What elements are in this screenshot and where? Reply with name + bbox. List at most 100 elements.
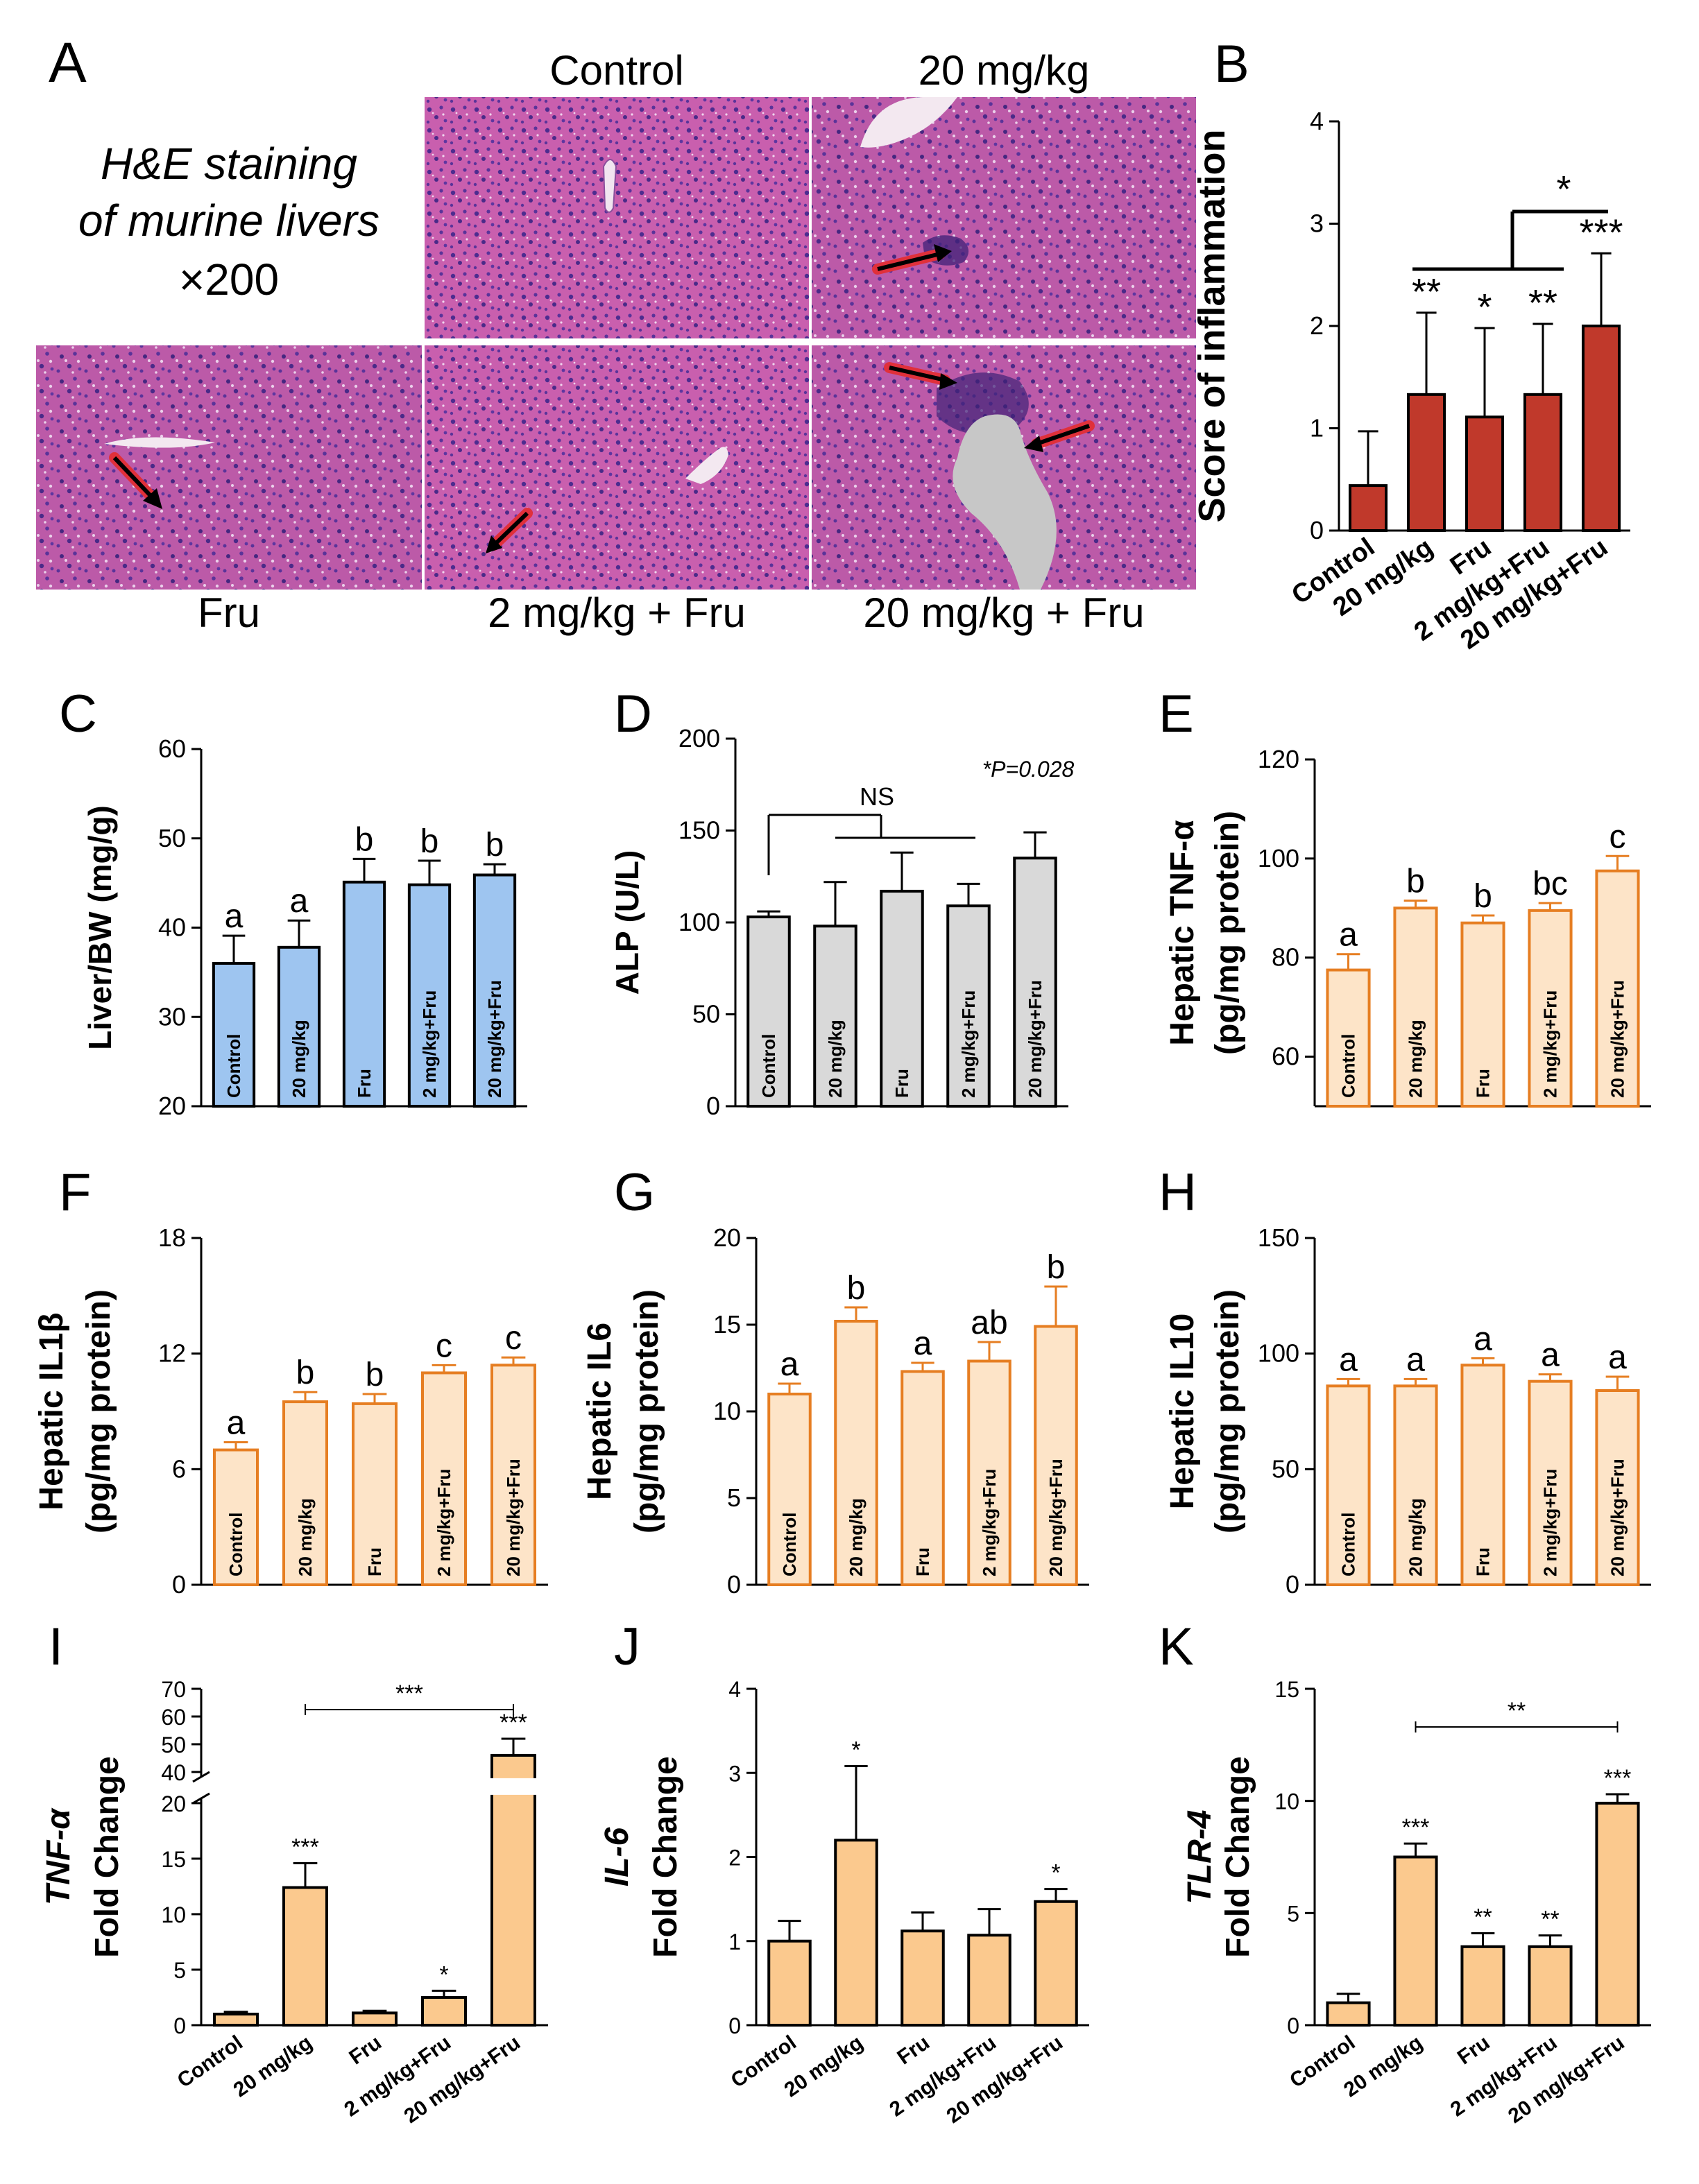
bar-fru — [1460, 1364, 1505, 1587]
bar-annotation: ** — [1412, 271, 1441, 313]
bar-20-mg-kg-fru — [1034, 1900, 1078, 2027]
bar-annotation: b — [1406, 863, 1425, 900]
tile-2mgkg-fru-label: 2 mg/kg + Fru — [488, 590, 746, 636]
x-tick-label: Control — [1338, 1034, 1359, 1098]
bar-20-mg-kg — [282, 1886, 328, 2027]
bar-annotation: b — [355, 821, 374, 858]
tile-20mgkg-fru-label: 20 mg/kg + Fru — [863, 590, 1144, 636]
y-tick-label: 60 — [158, 734, 186, 763]
y-axis-label-line-1: TNF-α — [40, 1807, 77, 1905]
x-tick-label: Fru — [1473, 1547, 1494, 1576]
y-tick-label: 50 — [158, 824, 186, 852]
bar-annotation: a — [1541, 1337, 1560, 1374]
bar-2-mg-kg-fru — [421, 1371, 467, 1586]
y-tick-label: 100 — [1258, 844, 1299, 872]
y-axis-label-line-2: Fold Change — [647, 1756, 684, 1958]
tile-2mgkg-fru: 2 mg/kg + Fru — [425, 345, 809, 636]
y-tick-label: 60 — [161, 1705, 186, 1730]
y-axis-label: Score of inflammation — [1191, 129, 1233, 522]
bar-annotation: b — [296, 1355, 315, 1391]
comparison-label-ns: NS — [860, 782, 894, 811]
tile-2mgkg-fru-image — [425, 345, 809, 590]
bar-2-mg-kg-fru — [967, 1359, 1011, 1586]
panel-a-caption-line-3: ×200 — [179, 255, 279, 304]
bar-annotation: ** — [1474, 1904, 1492, 1930]
y-tick-label: 18 — [158, 1223, 186, 1252]
tile-fru-arrowhead — [143, 488, 162, 509]
chart-g-letter: G — [614, 1163, 655, 1222]
y-tick-label: 5 — [1287, 1901, 1299, 1926]
y-tick-label: 70 — [161, 1677, 186, 1702]
y-tick-label: 5 — [173, 1958, 186, 1983]
bar-annotation: ** — [1541, 1907, 1559, 1933]
x-tick-label: 20 mg/kg+Fru — [943, 2031, 1067, 2128]
bar-annotation: *** — [291, 1834, 319, 1860]
bar-2-mg-kg-fru — [946, 904, 991, 1108]
bar-fru — [900, 1370, 945, 1586]
x-tick-label: 2 mg/kg+Fru — [979, 1469, 1000, 1576]
bar-2-mg-kg-fru — [1528, 1379, 1573, 1586]
tile-20mgkg-fru-arrow-1-line — [889, 366, 946, 382]
bar-annotation: * — [851, 1737, 860, 1764]
bar-2-mg-kg-fru — [1528, 909, 1573, 1108]
bar-annotation: a — [780, 1346, 799, 1383]
chart-d-letter: D — [614, 685, 652, 743]
chart-h: H 0 50 100 150 Hepatic IL10 (pg/mg protein) a Co… — [1159, 1163, 1651, 1599]
y-tick-label: 0 — [1286, 1570, 1299, 1599]
tile-20mgkg-arrow-line — [877, 252, 941, 271]
y-tick-label: 1 — [1310, 414, 1324, 442]
y-axis-label-line-2: Fold Change — [1220, 1756, 1256, 1958]
bar-annotation: * — [439, 1961, 448, 1988]
x-tick-label: Control — [758, 1034, 779, 1098]
y-tick-label: 50 — [161, 1732, 186, 1757]
y-axis-label-line-1: Hepatic IL6 — [581, 1323, 618, 1500]
bar-control — [767, 1393, 812, 1586]
x-tick-label: 2 mg/kg+Fru — [1540, 1469, 1561, 1576]
y-tick-label: 50 — [1272, 1454, 1299, 1483]
x-tick-label: Fru — [912, 1547, 933, 1576]
bar-annotation: c — [1610, 818, 1626, 855]
bar-20-mg-kg-fru — [490, 1364, 536, 1587]
bar-control — [1326, 2001, 1371, 2027]
x-tick-label: 2 mg/kg+Fru — [958, 990, 979, 1098]
bar-fru — [352, 1402, 398, 1587]
y-tick-label: 4 — [728, 1677, 741, 1702]
y-axis-label: ALP (U/L) — [609, 850, 645, 995]
bar-20-mg-kg-fru — [1034, 1325, 1078, 1586]
x-tick-label: 20 mg/kg+Fru — [400, 2031, 524, 2128]
y-tick-label: 0 — [1287, 2013, 1299, 2038]
x-tick-label: 2 mg/kg+Fru — [419, 990, 440, 1098]
y-tick-label: 150 — [678, 816, 720, 845]
y-axis-label-line-1: Hepatic TNF-α — [1164, 820, 1201, 1046]
tile-control-label: Control — [549, 47, 683, 94]
y-tick-label: 0 — [173, 2013, 186, 2038]
chart-g: G 0 5 10 15 20 Hepatic IL6 (pg/mg protein) a Cont… — [581, 1163, 1089, 1599]
chart-e-letter: E — [1159, 685, 1194, 743]
axis-break-mark — [192, 1792, 210, 1805]
y-tick-label: 10 — [1274, 1789, 1299, 1814]
y-tick-label: 80 — [1272, 943, 1299, 972]
bar-2-mg-kg-fru — [967, 1934, 1011, 2027]
x-tick-label: 20 mg/kg — [846, 1498, 866, 1576]
bar-annotation: *** — [1604, 1765, 1632, 1791]
tile-fru-image — [36, 345, 422, 590]
y-tick-label: 1 — [728, 1929, 741, 1954]
bar-fru — [1460, 921, 1505, 1108]
chart-e: E 60 80 100 120 Hepatic TNF-α (pg/mg protein) a… — [1159, 685, 1651, 1108]
bar-annotation: a — [1474, 1321, 1492, 1357]
y-tick-label: 60 — [1272, 1042, 1299, 1071]
bar-20-mg-kg — [834, 1320, 878, 1586]
tile-fru-label: Fru — [198, 590, 260, 636]
bar-annotation: b — [1047, 1249, 1066, 1286]
bar-2-mg-kg-fru — [421, 1995, 467, 2027]
bar-20-mg-kg — [813, 925, 857, 1108]
y-tick-label: 5 — [727, 1484, 741, 1512]
bar-control — [1348, 484, 1388, 532]
chart-d: D 0 50 100 150 200 ALP (U/L) Control 20 mg/kg Fru… — [609, 685, 1074, 1120]
x-tick-label: 20 mg/kg+Fru — [503, 1459, 524, 1576]
y-axis-label-line-1: Hepatic IL10 — [1164, 1314, 1201, 1510]
y-axis-label-line-1: Hepatic IL1β — [33, 1312, 70, 1510]
